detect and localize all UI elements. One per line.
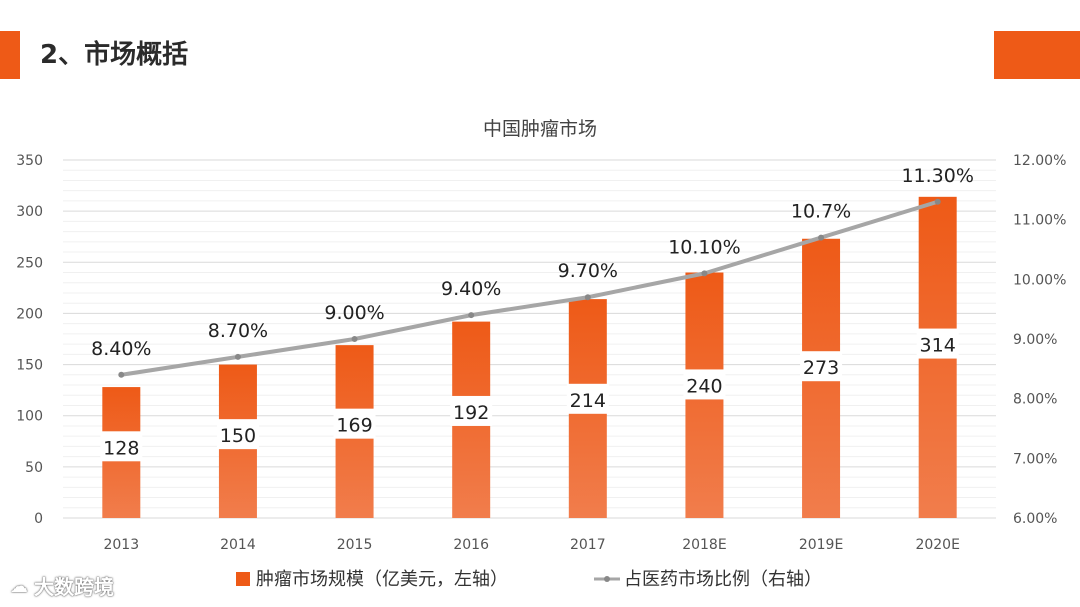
- watermark-text: 大数跨境: [34, 575, 114, 599]
- bar-data-label: 273: [803, 357, 839, 379]
- y-left-tick-label: 100: [16, 409, 43, 425]
- x-tick-label: 2016: [453, 537, 489, 553]
- bar-label-box: [450, 395, 493, 426]
- x-tick-label: 2018E: [682, 537, 726, 553]
- x-tick-label: 2015: [337, 537, 373, 553]
- x-tick-label: 2017: [570, 537, 606, 553]
- y-left-tick-label: 300: [16, 204, 43, 220]
- cloud-logo-icon: ☁: [10, 576, 28, 597]
- y-left-tick-label: 200: [16, 306, 43, 322]
- y-right-tick-label: 8.00%: [1013, 392, 1057, 408]
- share-data-label: 9.40%: [441, 278, 501, 300]
- y-right-tick-label: 10.00%: [1013, 272, 1066, 288]
- share-point: [468, 312, 475, 319]
- y-left-tick-label: 0: [34, 511, 43, 527]
- bar-label-box: [216, 419, 259, 450]
- share-data-label: 10.7%: [791, 201, 851, 223]
- y-left-tick-label: 350: [16, 153, 43, 169]
- x-tick-label: 2019E: [799, 537, 843, 553]
- y-left-tick-label: 150: [16, 358, 43, 374]
- bar-label-box: [100, 431, 143, 462]
- share-point: [118, 371, 125, 378]
- share-point: [818, 234, 825, 241]
- bar-data-label: 150: [220, 425, 256, 447]
- y-right-tick-label: 12.00%: [1013, 153, 1066, 169]
- legend-line-marker: [604, 576, 610, 582]
- chart-title: 中国肿瘤市场: [483, 118, 597, 140]
- share-data-label: 9.00%: [324, 302, 384, 324]
- bar-data-label: 240: [686, 375, 722, 397]
- legend-line-label: 占医药市场比例（右轴）: [624, 569, 822, 590]
- legend-bar-label: 肿瘤市场规模（亿美元，左轴）: [256, 569, 508, 590]
- share-data-label: 10.10%: [668, 236, 740, 258]
- bar-data-label: 314: [920, 335, 956, 357]
- share-data-label: 9.70%: [558, 260, 618, 282]
- bar-data-label: 214: [570, 390, 606, 412]
- share-point: [234, 353, 241, 360]
- share-point: [351, 336, 358, 342]
- y-right-tick-label: 11.00%: [1013, 213, 1066, 229]
- bar-label-box: [916, 328, 959, 359]
- share-line: [119, 199, 940, 377]
- legend-bar-swatch: [236, 572, 250, 586]
- bar-data-label: 128: [103, 437, 139, 459]
- bar-label-box: [333, 408, 376, 439]
- x-tick-label: 2014: [220, 537, 256, 553]
- share-data-label: 11.30%: [901, 165, 973, 187]
- y-right-tick-label: 6.00%: [1013, 511, 1057, 527]
- share-point: [584, 294, 591, 301]
- y-right-tick-label: 7.00%: [1013, 451, 1057, 467]
- slide-title: 2、市场概括: [40, 40, 189, 70]
- bar-data-label: 169: [336, 415, 372, 437]
- title-accent-bar-left: [0, 31, 20, 79]
- y-right-tick-label: 9.00%: [1013, 332, 1057, 348]
- share-data-label: 8.70%: [208, 320, 268, 342]
- bar-label-box: [800, 351, 843, 382]
- watermark: ☁ 大数跨境: [10, 572, 114, 602]
- bar-data-label: 192: [453, 402, 489, 424]
- y-left-tick-label: 250: [16, 255, 43, 271]
- bar-label-box: [683, 369, 726, 400]
- x-tick-label: 2013: [103, 537, 139, 553]
- y-left-tick-label: 50: [25, 460, 43, 476]
- bar-label-box: [566, 383, 609, 414]
- title-accent-bar-right: [994, 31, 1080, 79]
- share-point: [701, 270, 708, 277]
- share-data-label: 8.40%: [91, 338, 151, 360]
- share-point: [934, 198, 941, 205]
- x-tick-label: 2020E: [915, 537, 959, 553]
